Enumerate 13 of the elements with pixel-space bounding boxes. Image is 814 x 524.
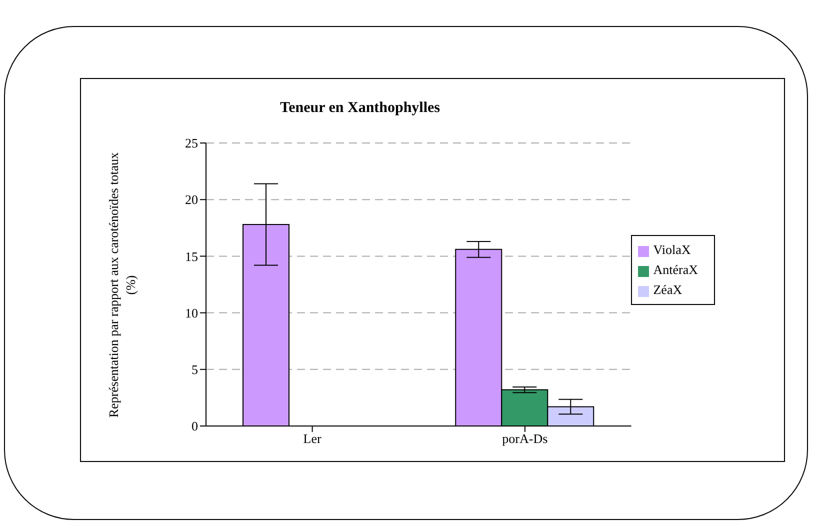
chart-title: Teneur en Xanthophylles <box>278 100 442 117</box>
legend-label: AntéraX <box>653 262 698 277</box>
x-tick-label: porA-Ds <box>502 431 548 446</box>
y-tick-label: 5 <box>192 362 198 378</box>
y-tick-label: 10 <box>185 305 198 320</box>
y-tick-label: 15 <box>185 248 198 264</box>
legend-label: ViolaX <box>653 242 691 257</box>
x-tick-label: Ler <box>303 431 322 446</box>
y-tick-label: 20 <box>185 192 198 208</box>
legend-label: ZéaX <box>653 282 682 297</box>
y-axis-title: Représentation par rapport aux caroténoïdes totaux (%) <box>106 152 138 418</box>
y-tick-label: 0 <box>192 418 198 434</box>
y-tick-label: 25 <box>185 136 198 151</box>
